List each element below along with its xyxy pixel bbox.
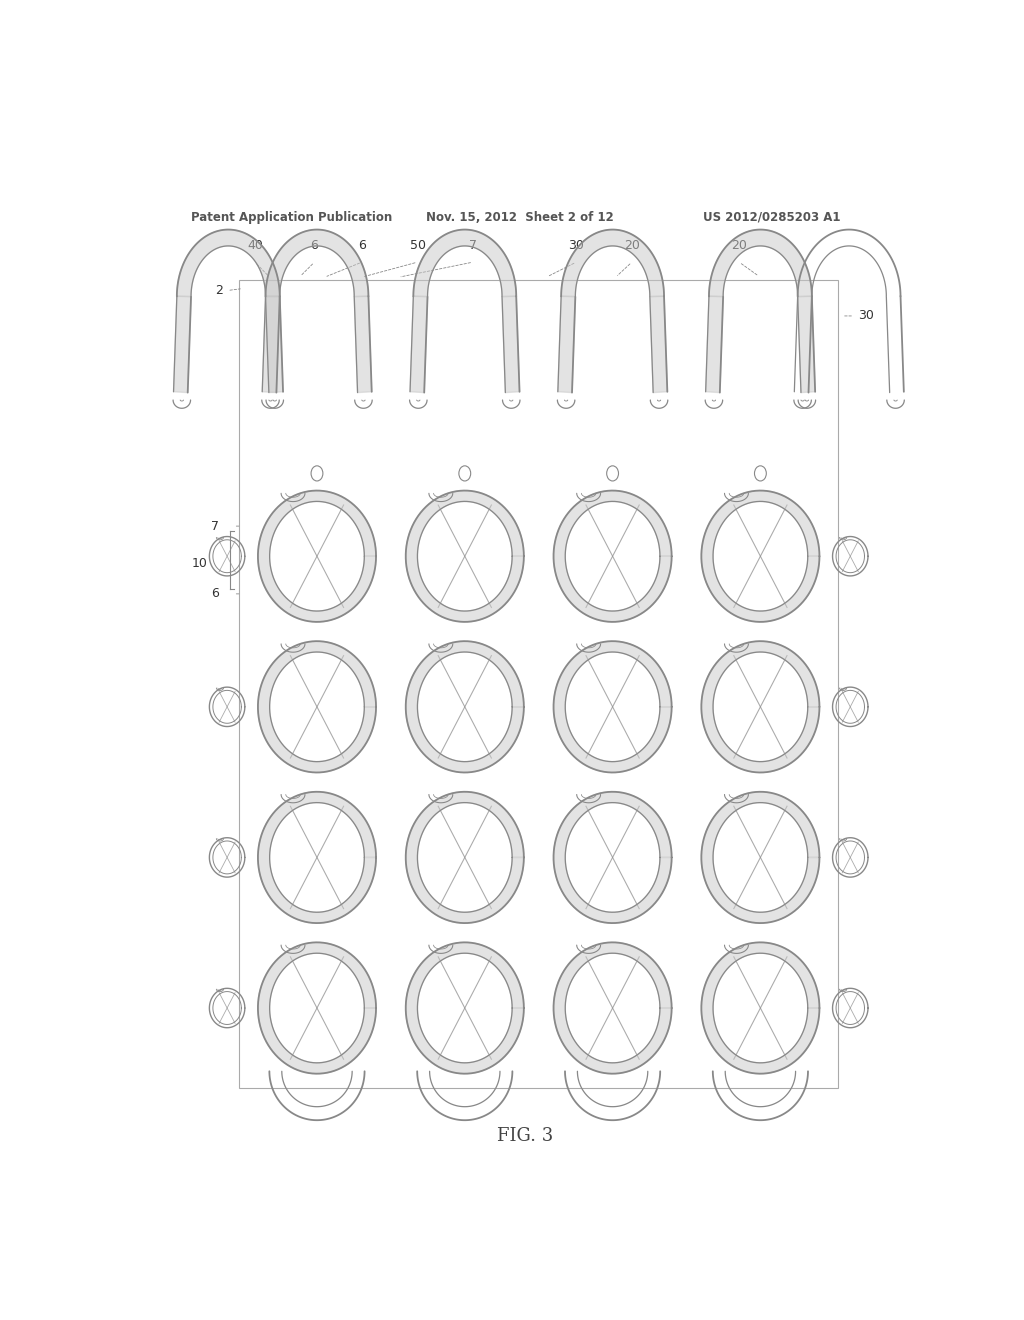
Polygon shape [265, 230, 369, 297]
Circle shape [459, 466, 471, 480]
Polygon shape [406, 792, 524, 923]
Circle shape [606, 466, 618, 480]
Text: 10: 10 [191, 557, 207, 570]
Text: 40: 40 [247, 239, 263, 252]
Text: Patent Application Publication: Patent Application Publication [191, 211, 393, 224]
Circle shape [311, 466, 323, 480]
Text: 20: 20 [624, 239, 640, 252]
Text: 6: 6 [211, 587, 219, 601]
Text: 7: 7 [469, 239, 477, 252]
Bar [240, 280, 839, 1089]
Text: 30: 30 [858, 309, 874, 322]
Polygon shape [701, 792, 819, 923]
Polygon shape [554, 491, 672, 622]
Text: 30: 30 [568, 239, 585, 252]
Polygon shape [265, 296, 283, 392]
Text: Nov. 15, 2012  Sheet 2 of 12: Nov. 15, 2012 Sheet 2 of 12 [426, 211, 613, 224]
Polygon shape [258, 792, 376, 923]
Text: 2: 2 [215, 284, 223, 297]
Polygon shape [406, 642, 524, 772]
Polygon shape [554, 642, 672, 772]
Polygon shape [558, 296, 575, 392]
Polygon shape [406, 942, 524, 1073]
Polygon shape [258, 942, 376, 1073]
Polygon shape [258, 642, 376, 772]
Text: 6: 6 [310, 239, 318, 252]
Polygon shape [561, 230, 664, 297]
Polygon shape [173, 296, 191, 392]
Polygon shape [414, 230, 516, 297]
Polygon shape [701, 642, 819, 772]
Polygon shape [701, 491, 819, 622]
Polygon shape [410, 296, 428, 392]
Text: 20: 20 [731, 239, 748, 252]
Polygon shape [177, 230, 280, 297]
Text: 50: 50 [410, 239, 426, 252]
Text: 6: 6 [358, 239, 366, 252]
Polygon shape [502, 296, 519, 392]
Polygon shape [706, 296, 723, 392]
Polygon shape [262, 296, 280, 392]
Text: FIG. 3: FIG. 3 [497, 1127, 553, 1146]
Text: US 2012/0285203 A1: US 2012/0285203 A1 [703, 211, 841, 224]
Polygon shape [554, 942, 672, 1073]
Polygon shape [258, 491, 376, 622]
Polygon shape [406, 491, 524, 622]
Polygon shape [554, 792, 672, 923]
Text: 7: 7 [211, 520, 219, 532]
Polygon shape [354, 296, 372, 392]
Polygon shape [701, 942, 819, 1073]
Polygon shape [650, 296, 668, 392]
Circle shape [755, 466, 766, 480]
Polygon shape [798, 296, 815, 392]
Polygon shape [709, 230, 812, 297]
